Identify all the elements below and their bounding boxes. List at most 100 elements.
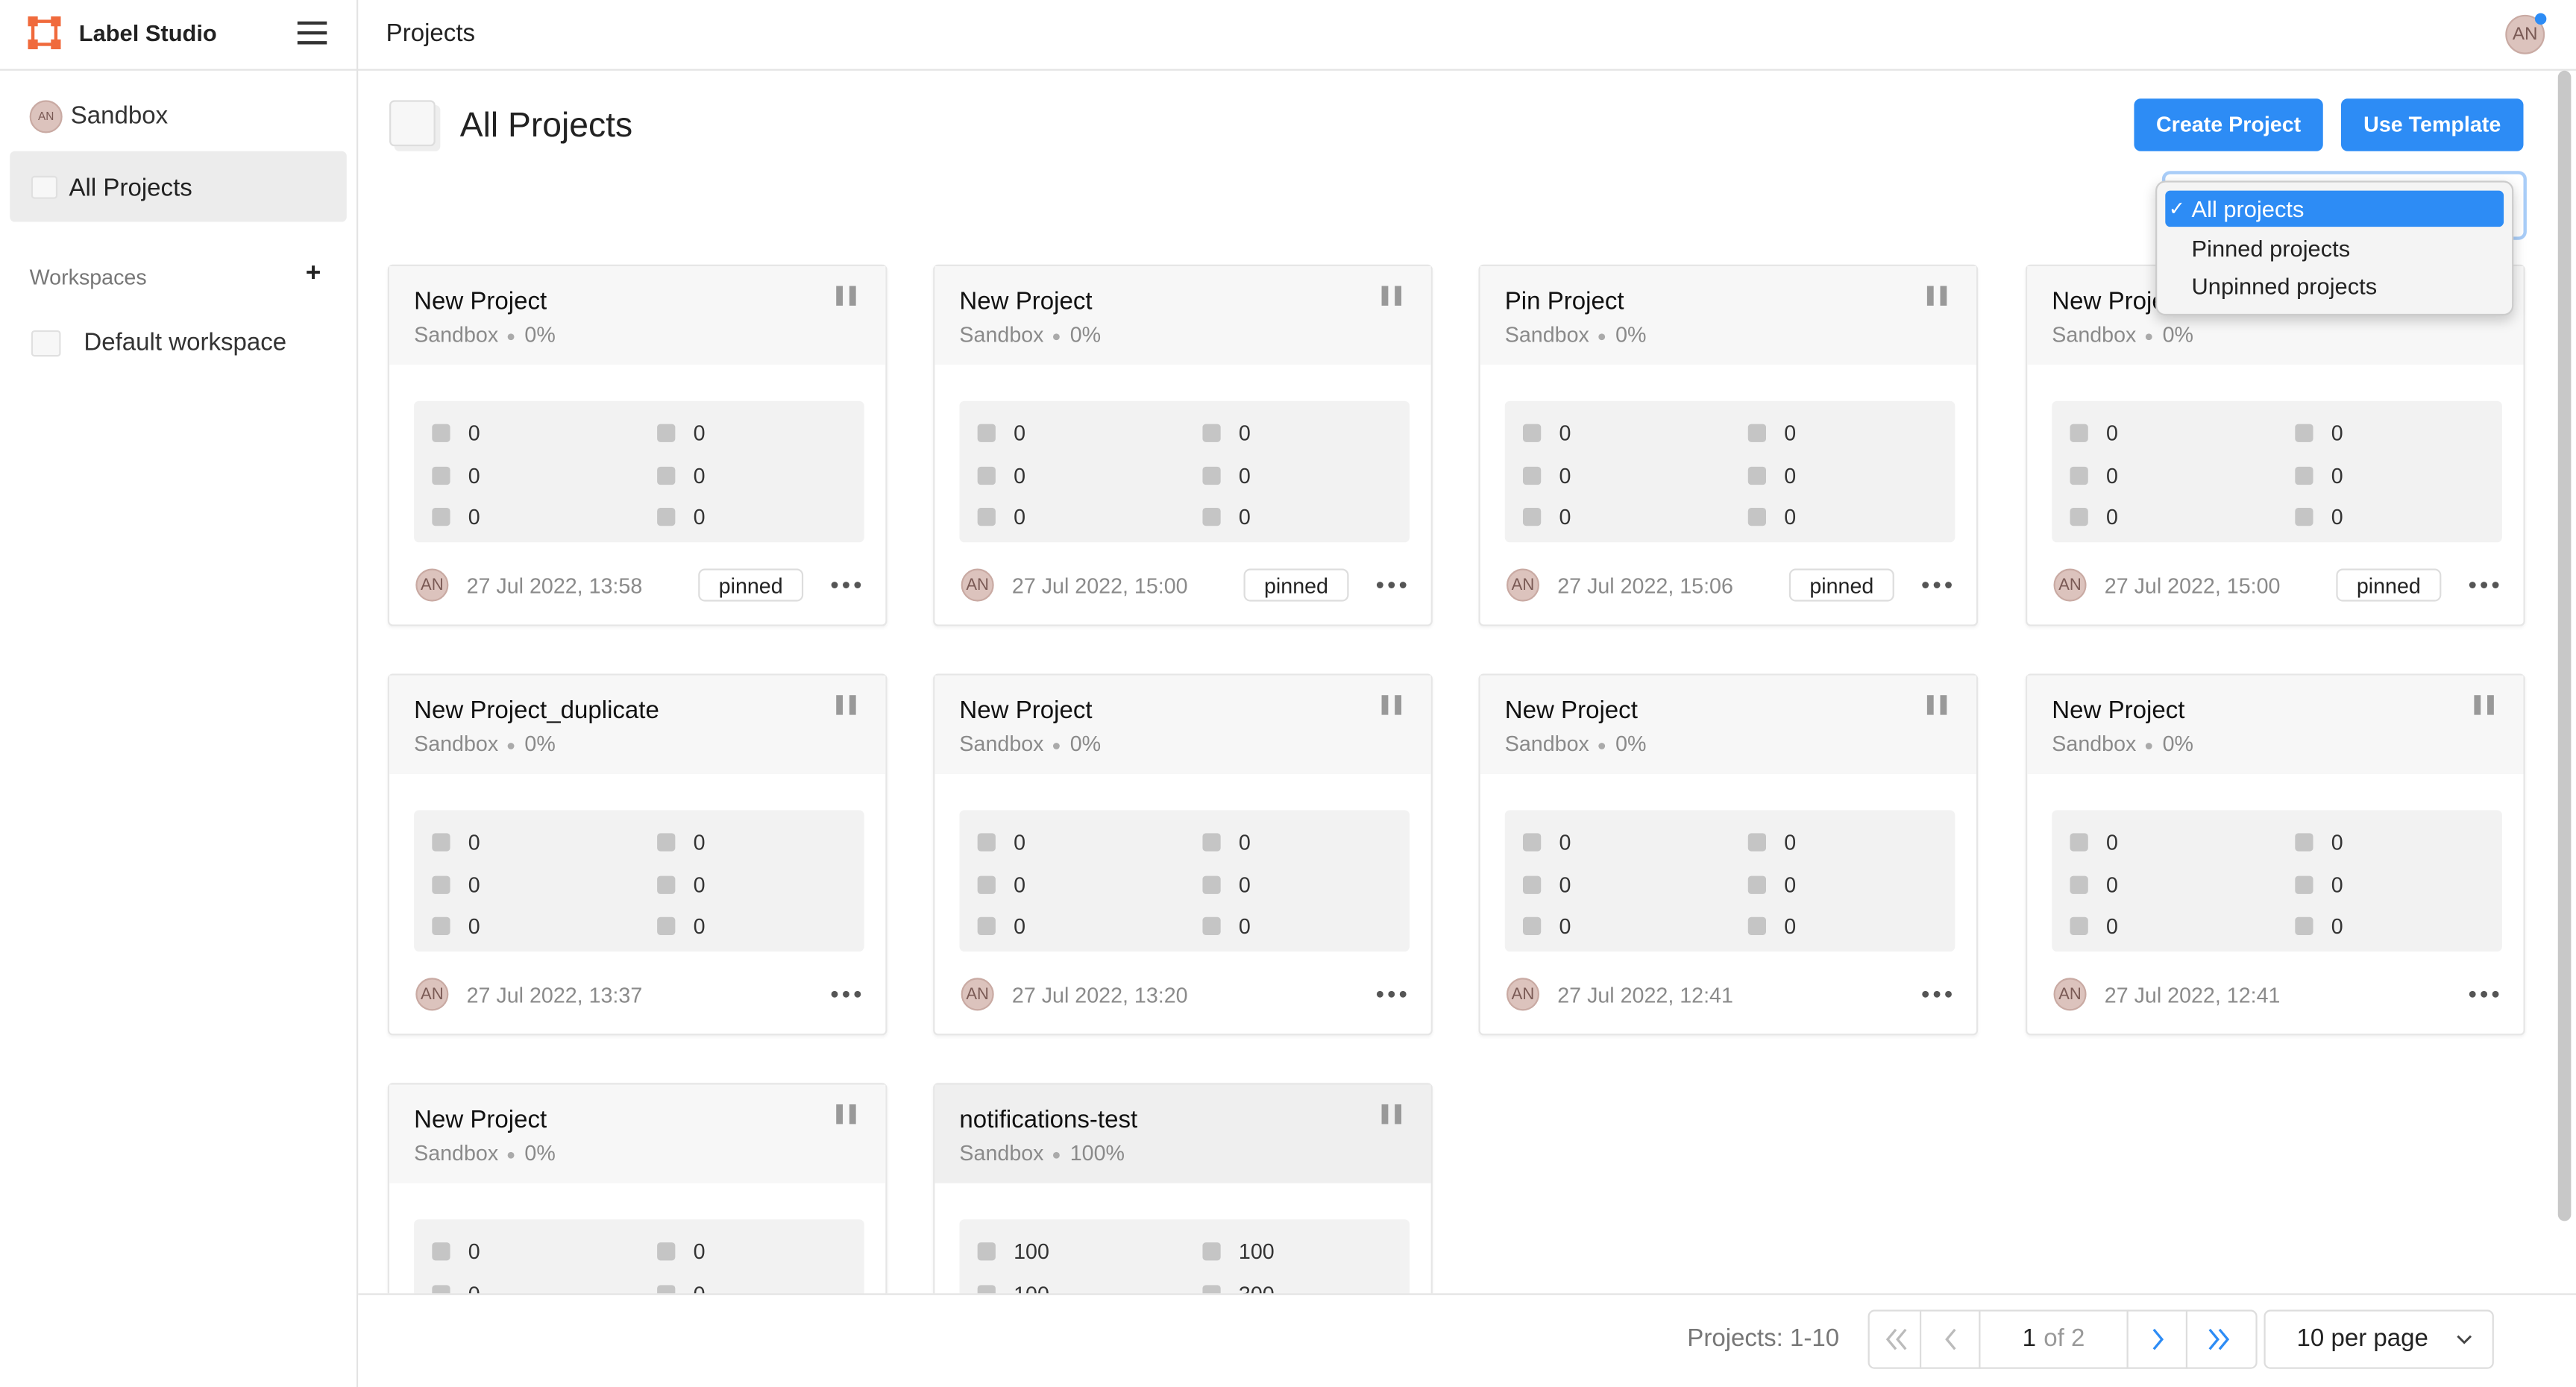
project-card[interactable]: New Project Sandbox 0% 0 0 0 0 0 0 AN 27 Jul 2022,… xyxy=(933,673,1433,1036)
card-menu[interactable] xyxy=(829,573,862,597)
card-menu[interactable] xyxy=(2468,573,2501,597)
card-menu[interactable] xyxy=(1375,573,1408,597)
project-card[interactable]: New Project Sandbox 0% 0 0 0 0 0 0 AN 27 Jul 2022,… xyxy=(1478,673,1979,1036)
stats-box: 0 0 0 0 0 0 xyxy=(414,810,864,952)
stat-value: 0 xyxy=(693,829,706,855)
sidebar-item[interactable]: All Projects xyxy=(69,174,192,203)
project-title: New Project xyxy=(2052,696,2185,725)
separator-dot xyxy=(508,1151,515,1158)
project-card[interactable]: New Project Sandbox 0% 0 0 0 0 0 0 AN 27 Jul 2022,… xyxy=(387,264,888,626)
card-header xyxy=(934,266,1431,365)
project-title: notifications-test xyxy=(959,1106,1138,1134)
workspace: Sandbox xyxy=(959,1140,1044,1166)
workspace: Sandbox xyxy=(414,321,499,347)
created-date: 27 Jul 2022, 12:41 xyxy=(1557,982,1733,1007)
card-header xyxy=(389,675,886,774)
owner-avatar: AN xyxy=(961,568,994,602)
project-title: New Project xyxy=(414,1106,547,1134)
stat-icon xyxy=(977,1284,996,1294)
project-card[interactable]: New Project Sandbox 0% 0 0 0 0 0 0 AN 27 Jul 2022,… xyxy=(2026,673,2525,1036)
separator-dot xyxy=(1053,742,1061,749)
pin-toggle[interactable] xyxy=(1378,1103,1411,1126)
pin-toggle[interactable] xyxy=(1378,694,1411,717)
stat-icon xyxy=(432,916,450,935)
pin-toggle[interactable] xyxy=(1923,284,1956,307)
card-menu[interactable] xyxy=(2468,983,2501,1006)
project-card[interactable]: Pin Project Sandbox 0% 0 0 0 0 0 0 AN 27 Jul 2022,… xyxy=(1478,264,1979,626)
filter-option[interactable]: Pinned projects xyxy=(2191,234,2351,261)
stat-icon xyxy=(1747,507,1767,526)
stat-icon xyxy=(432,833,450,852)
card-menu[interactable] xyxy=(1375,983,1408,1006)
stat-icon xyxy=(1202,916,1221,935)
stat-value: 0 xyxy=(1784,504,1797,529)
stat-icon xyxy=(1522,465,1542,485)
stat-value: 0 xyxy=(1014,913,1026,939)
pin-toggle[interactable] xyxy=(2471,694,2504,717)
stat-value: 0 xyxy=(468,1239,480,1264)
folder-icon xyxy=(31,330,61,357)
project-card[interactable]: New Project Sandbox 0% 0 0 0 0 xyxy=(387,1083,888,1294)
stat-value: 0 xyxy=(468,462,480,488)
card-menu[interactable] xyxy=(1920,983,1953,1006)
created-date: 27 Jul 2022, 13:20 xyxy=(1011,982,1188,1007)
project-card[interactable]: New Project Sandbox 0% 0 0 0 0 0 0 AN 27 Jul 2022,… xyxy=(933,264,1433,626)
menu-toggle[interactable] xyxy=(297,21,327,45)
stats-box: 0 0 0 0 0 0 xyxy=(2052,400,2502,543)
current-page[interactable]: 1 xyxy=(2022,1324,2037,1353)
stat-icon xyxy=(1522,424,1542,442)
stats-box: 0 0 0 0 0 0 xyxy=(1504,400,1955,543)
filter-option[interactable]: All projects ✓ xyxy=(2165,190,2504,227)
stat-value: 0 xyxy=(1559,421,1571,446)
create-project-button[interactable]: Create Project xyxy=(2134,98,2323,151)
use-template-button[interactable]: Use Template xyxy=(2340,98,2524,151)
project-meta: Sandbox 0% xyxy=(959,322,1101,347)
pin-toggle[interactable] xyxy=(1378,284,1411,307)
filter-option[interactable]: Unpinned projects xyxy=(2191,272,2378,300)
stat-icon xyxy=(657,1284,676,1294)
pin-toggle[interactable] xyxy=(1923,694,1956,717)
per-page-select[interactable]: 10 per page xyxy=(2264,1309,2494,1369)
card-header xyxy=(389,1084,886,1183)
user-avatar[interactable]: AN xyxy=(2505,14,2545,54)
project-meta: Sandbox 0% xyxy=(2052,732,2193,756)
workspace: Sandbox xyxy=(959,321,1044,347)
project-card[interactable]: notifications-test Sandbox 100% 100 100 100 30… xyxy=(933,1083,1433,1294)
stat-value: 0 xyxy=(693,1280,706,1294)
card-menu[interactable] xyxy=(829,983,862,1006)
project-card[interactable]: New Project_duplicate Sandbox 0% 0 0 0 0 0 0 AN 27… xyxy=(387,673,888,1036)
pin-toggle[interactable] xyxy=(833,284,866,307)
separator-dot xyxy=(2146,333,2153,340)
stat-icon xyxy=(657,465,676,485)
pin-toggle[interactable] xyxy=(833,1103,866,1126)
add-workspace[interactable]: + xyxy=(305,260,321,288)
pin-toggle[interactable] xyxy=(833,694,866,717)
separator-dot xyxy=(1053,1151,1061,1158)
stat-icon xyxy=(1747,833,1767,852)
workspaces-title: Workspaces xyxy=(29,264,147,289)
workspace-item[interactable]: Default workspace xyxy=(84,328,287,357)
stats-box: 0 0 0 0 0 0 xyxy=(959,810,1410,952)
stat-icon xyxy=(977,465,996,485)
workspace: Sandbox xyxy=(1504,321,1589,347)
stat-value: 0 xyxy=(2105,462,2118,488)
sidebar-item[interactable]: Sandbox xyxy=(70,101,169,130)
stat-icon xyxy=(1522,833,1542,852)
stat-icon xyxy=(2295,465,2313,485)
stat-value: 0 xyxy=(1014,462,1026,488)
stat-value: 0 xyxy=(1238,913,1251,939)
stat-icon xyxy=(1202,875,1221,893)
owner-avatar: AN xyxy=(1506,568,1540,602)
stat-icon xyxy=(977,424,996,442)
owner-avatar: AN xyxy=(961,978,994,1011)
stat-icon xyxy=(977,875,996,893)
card-menu[interactable] xyxy=(1920,573,1953,597)
progress: 0% xyxy=(524,731,556,756)
stats-box: 100 100 100 300 xyxy=(959,1219,1410,1294)
progress: 0% xyxy=(2162,731,2194,756)
pinned-badge: pinned xyxy=(698,568,804,602)
project-card[interactable]: New Project Sandbox 0% 0 0 0 0 0 0 AN 27 Jul 2022,… xyxy=(2026,264,2525,626)
owner-avatar: AN xyxy=(2053,568,2087,602)
owner-avatar: AN xyxy=(1506,978,1540,1011)
